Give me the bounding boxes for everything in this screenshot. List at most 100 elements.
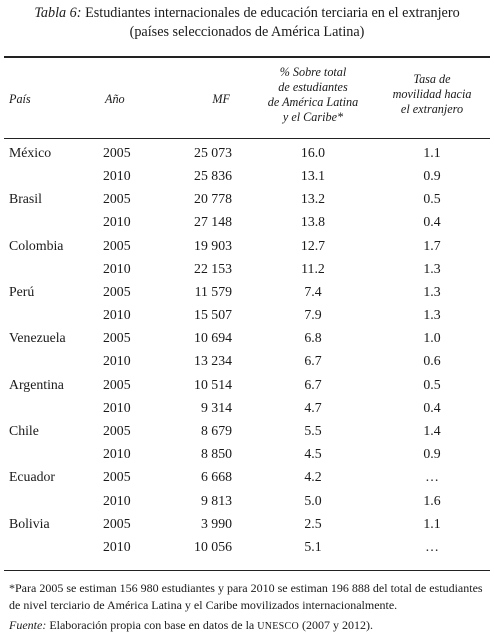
table-row: 2010 10 056 5.1 … — [0, 535, 494, 558]
header-tasa-line: el extranjero — [400, 102, 464, 116]
cell-porcentaje: 13.2 — [300, 191, 326, 206]
cell-pais: Brasil — [9, 191, 42, 206]
cell-pais: Argentina — [9, 377, 64, 392]
table-row: Brasil 2005 20 778 13.2 0.5 — [0, 187, 494, 210]
cell-porcentaje: 6.7 — [304, 353, 322, 368]
cell-mf: 19 903 — [194, 238, 232, 253]
cell-anio: 2010 — [103, 353, 131, 368]
cell-anio: 2010 — [103, 307, 131, 322]
table-top-rule — [4, 56, 490, 58]
table-row: 2010 22 153 11.2 1.3 — [0, 257, 494, 280]
cell-pais: Perú — [9, 284, 35, 299]
table-row: 2010 27 148 13.8 0.4 — [0, 210, 494, 233]
cell-mf: 25 073 — [194, 145, 232, 160]
cell-porcentaje: 11.2 — [301, 261, 325, 276]
cell-tasa: … — [425, 469, 439, 484]
cell-anio: 2010 — [103, 400, 131, 415]
cell-anio: 2010 — [103, 214, 131, 229]
cell-porcentaje: 6.8 — [304, 330, 322, 345]
cell-mf: 15 507 — [194, 307, 232, 322]
header-mf: MF — [212, 92, 230, 106]
table-caption: Tabla 6: Estudiantes internacionales de … — [0, 4, 494, 42]
cell-anio: 2010 — [103, 493, 131, 508]
table-row: 2010 13 234 6.7 0.6 — [0, 349, 494, 372]
cell-porcentaje: 13.8 — [300, 214, 326, 229]
cell-tasa: 0.9 — [423, 446, 441, 461]
cell-porcentaje: 5.0 — [304, 493, 322, 508]
table-row: Ecuador 2005 6 668 4.2 … — [0, 465, 494, 488]
table-row: Perú 2005 11 579 7.4 1.3 — [0, 280, 494, 303]
table-row: 2010 8 850 4.5 0.9 — [0, 442, 494, 465]
cell-anio: 2005 — [103, 377, 131, 392]
cell-porcentaje: 4.5 — [304, 446, 322, 461]
cell-mf: 20 778 — [194, 191, 232, 206]
cell-porcentaje: 16.0 — [300, 145, 326, 160]
cell-anio: 2005 — [103, 238, 131, 253]
cell-porcentaje: 7.9 — [304, 307, 322, 322]
cell-tasa: 1.6 — [423, 493, 441, 508]
cell-porcentaje: 7.4 — [304, 284, 322, 299]
table-row: Venezuela 2005 10 694 6.8 1.0 — [0, 326, 494, 349]
caption-line-2: (países seleccionados de América Latina) — [129, 24, 365, 40]
cell-mf: 9 813 — [200, 493, 232, 508]
cell-mf: 10 056 — [194, 539, 232, 554]
header-porcentaje: % Sobre total de estudiantes de América … — [253, 65, 373, 125]
cell-tasa: 0.5 — [423, 377, 441, 392]
cell-pais: México — [9, 145, 52, 160]
cell-anio: 2005 — [103, 145, 131, 160]
cell-tasa: 0.4 — [423, 400, 441, 415]
cell-anio: 2010 — [103, 446, 131, 461]
table-row: Bolivia 2005 3 990 2.5 1.1 — [0, 512, 494, 535]
header-porcentaje-line: de América Latina — [267, 95, 359, 109]
cell-tasa: 0.9 — [423, 168, 441, 183]
cell-mf: 27 148 — [194, 214, 232, 229]
cell-porcentaje: 5.1 — [304, 539, 322, 554]
cell-pais: Chile — [9, 423, 39, 438]
cell-porcentaje: 12.7 — [300, 238, 326, 253]
cell-mf: 10 694 — [194, 330, 232, 345]
table-row: Argentina 2005 10 514 6.7 0.5 — [0, 373, 494, 396]
table-row: 2010 9 314 4.7 0.4 — [0, 396, 494, 419]
cell-tasa: 1.3 — [423, 261, 441, 276]
cell-mf: 10 514 — [194, 377, 232, 392]
cell-mf: 8 679 — [200, 423, 232, 438]
cell-mf: 25 836 — [194, 168, 232, 183]
header-pais: País — [9, 92, 31, 106]
cell-anio: 2005 — [103, 423, 131, 438]
footnote: *Para 2005 se estiman 156 980 estudiante… — [9, 581, 483, 612]
cell-pais: Venezuela — [9, 330, 66, 345]
caption-line-1: Tabla 6: Estudiantes internacionales de … — [0, 4, 494, 23]
cell-tasa: 1.3 — [423, 284, 441, 299]
cell-anio: 2010 — [103, 168, 131, 183]
cell-tasa: 1.0 — [423, 330, 441, 345]
cell-pais: Bolivia — [9, 516, 50, 531]
source-organization: UNESCO — [257, 621, 300, 632]
cell-porcentaje: 4.2 — [304, 469, 322, 484]
caption-label: Tabla 6: — [34, 5, 82, 21]
header-porcentaje-line: de estudiantes — [278, 80, 348, 94]
cell-tasa: 1.4 — [423, 423, 441, 438]
cell-anio: 2005 — [103, 516, 131, 531]
header-tasa-movilidad: Tasa de movilidad hacia el extranjero — [382, 72, 482, 117]
cell-tasa: 1.1 — [423, 516, 441, 531]
cell-anio: 2005 — [103, 469, 131, 484]
cell-pais: Colombia — [9, 238, 64, 253]
cell-mf: 11 579 — [194, 284, 232, 299]
cell-porcentaje: 2.5 — [304, 516, 322, 531]
cell-pais: Ecuador — [9, 469, 55, 484]
table-row: México 2005 25 073 16.0 1.1 — [0, 141, 494, 164]
source-text: Elaboración propia con base en datos de … — [49, 618, 255, 632]
cell-porcentaje: 4.7 — [304, 400, 322, 415]
cell-mf: 3 990 — [200, 516, 232, 531]
cell-mf: 22 153 — [194, 261, 232, 276]
cell-mf: 6 668 — [200, 469, 232, 484]
header-tasa-line: Tasa de — [413, 72, 451, 86]
table-row: 2010 9 813 5.0 1.6 — [0, 489, 494, 512]
table-bottom-rule — [4, 570, 490, 571]
cell-tasa: 0.4 — [423, 214, 441, 229]
cell-porcentaje: 13.1 — [300, 168, 326, 183]
header-porcentaje-line: y el Caribe* — [282, 110, 344, 124]
cell-tasa: 1.7 — [423, 238, 441, 253]
cell-mf: 13 234 — [194, 353, 232, 368]
